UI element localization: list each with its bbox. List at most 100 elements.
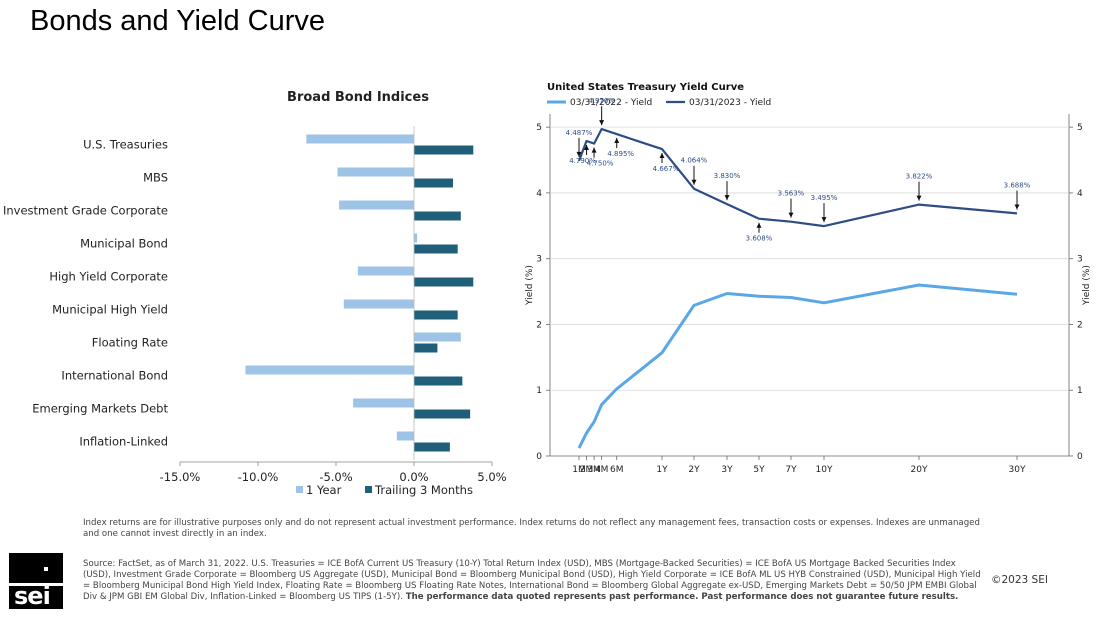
x-tick-label: 5.0%: [477, 470, 506, 484]
legend-swatch-1-year: [296, 486, 303, 493]
category-label: U.S. Treasuries: [83, 138, 168, 152]
point-label: 3.495%: [811, 194, 838, 202]
category-label: Municipal Bond: [80, 237, 168, 251]
point-label: 4.750%: [587, 160, 614, 168]
bar-trailing-3-months: [414, 343, 438, 353]
y-tick-label: 4: [536, 189, 542, 199]
annotation-arrowhead: [614, 138, 620, 144]
point-label: 3.688%: [1004, 181, 1031, 189]
bar-1-year: [245, 365, 414, 375]
x-tick-label: 5Y: [753, 465, 765, 473]
y-tick-label-right: 3: [1077, 255, 1083, 265]
category-label: High Yield Corporate: [49, 270, 168, 284]
yield-curve-chart: United States Treasury Yield Curve 03/31/…: [525, 82, 1092, 473]
y-axis-label: Yield (%): [525, 265, 535, 306]
bar-trailing-3-months: [414, 310, 458, 320]
y-tick-label: 0: [536, 452, 542, 462]
legend-label-2022: 03/31/2022 - Yield: [570, 98, 652, 108]
annotation-arrowhead: [584, 144, 590, 150]
y-tick-label-right: 2: [1077, 320, 1083, 330]
x-tick-label: -10.0%: [238, 470, 279, 484]
point-label: 4.064%: [681, 157, 708, 165]
bar-trailing-3-months: [414, 178, 453, 188]
bar-1-year: [306, 134, 414, 144]
bar-1-year: [414, 332, 461, 342]
bond-indices-chart: Broad Bond Indices U.S. Treasuries MBS Inve…: [3, 90, 507, 497]
y-tick-label: 1: [536, 386, 542, 396]
x-tick-label: 30Y: [1009, 465, 1026, 473]
bar-trailing-3-months: [414, 145, 474, 155]
bar-chart-title: Broad Bond Indices: [287, 90, 429, 105]
x-tick-label: 2Y: [688, 465, 700, 473]
slide-title: Bonds and Yield Curve: [30, 5, 326, 37]
x-tick-label: 2M: [580, 465, 594, 473]
x-tick-label: 7Y: [785, 465, 797, 473]
point-label: 3.822%: [906, 173, 933, 181]
bar-trailing-3-months: [414, 442, 450, 452]
category-label: Inflation-Linked: [79, 435, 168, 449]
category-label: Investment Grade Corporate: [3, 204, 168, 218]
bar-1-year: [339, 200, 414, 210]
disclaimer-text: Index returns are for illustrative purpo…: [83, 518, 980, 539]
bar-trailing-3-months: [414, 277, 474, 287]
annotation-arrowhead: [691, 179, 697, 185]
bar-1-year: [396, 431, 414, 441]
category-label: Floating Rate: [92, 336, 168, 350]
point-label: 4.667%: [653, 165, 680, 173]
point-label: 3.608%: [746, 235, 773, 243]
x-tick-label: -15.0%: [160, 470, 201, 484]
annotation-arrowhead: [821, 217, 827, 223]
annotation-arrowhead: [599, 120, 605, 126]
x-tick-label: 20Y: [911, 465, 928, 473]
bar-1-year: [343, 299, 414, 309]
x-tick-label: 3Y: [721, 465, 733, 473]
yield-chart-title: United States Treasury Yield Curve: [547, 82, 744, 93]
performance-note: The performance data quoted represents p…: [405, 592, 959, 602]
bar-1-year: [357, 266, 414, 276]
legend-label-2023: 03/31/2023 - Yield: [689, 98, 771, 108]
point-label: 3.830%: [714, 172, 741, 180]
point-label: 4.970%: [588, 97, 615, 105]
bar-1-year: [353, 398, 414, 408]
y-tick-label: 3: [536, 255, 542, 265]
source-notes: Source: FactSet, as of March 31, 2022. U…: [83, 559, 981, 602]
category-label: Municipal High Yield: [52, 303, 168, 317]
x-tick-label: 6M: [610, 465, 624, 473]
bar-trailing-3-months: [414, 211, 461, 221]
annotation-arrowhead: [1014, 204, 1020, 210]
y-axis-label-right: Yield (%): [1082, 265, 1092, 306]
annotation-arrowhead: [591, 147, 597, 153]
y-tick-label: 2: [536, 320, 542, 330]
bar-trailing-3-months: [414, 376, 463, 386]
annotation-arrowhead: [916, 195, 922, 201]
point-label: 3.563%: [778, 190, 805, 198]
bar-1-year: [414, 233, 418, 243]
series-line-2023: [577, 127, 1018, 228]
legend-swatch-trailing-3-months: [365, 486, 372, 493]
category-label: Emerging Markets Debt: [32, 402, 168, 416]
source-text: Source: FactSet, as of March 31, 2022. U…: [83, 559, 983, 603]
y-tick-label-right: 5: [1077, 123, 1083, 133]
x-tick-label: -5.0%: [319, 470, 352, 484]
bar-trailing-3-months: [414, 244, 458, 254]
copyright: ©2023 SEI: [991, 574, 1048, 586]
x-tick-label: 4M: [595, 465, 609, 473]
x-tick-label: 1M: [572, 465, 586, 473]
annotation-arrowhead: [756, 222, 762, 228]
x-tick-label: 3M: [587, 465, 601, 473]
legend-label-1-year: 1 Year: [306, 483, 342, 497]
category-label: MBS: [143, 171, 168, 185]
point-label: 4.895%: [607, 150, 634, 158]
series-line-2022: [577, 283, 1018, 449]
bar-trailing-3-months: [414, 409, 471, 419]
annotation-arrowhead: [724, 195, 730, 201]
x-tick-label: 10Y: [816, 465, 833, 473]
y-tick-label: 5: [536, 123, 542, 133]
logo-text: sei: [14, 582, 51, 610]
annotation-arrowhead: [788, 212, 794, 218]
legend-label-trailing-3-months: Trailing 3 Months: [374, 483, 473, 497]
x-tick-label: 0.0%: [399, 470, 428, 484]
category-label: International Bond: [61, 369, 168, 383]
y-tick-label-right: 1: [1077, 386, 1083, 396]
y-tick-label-right: 0: [1077, 452, 1083, 462]
